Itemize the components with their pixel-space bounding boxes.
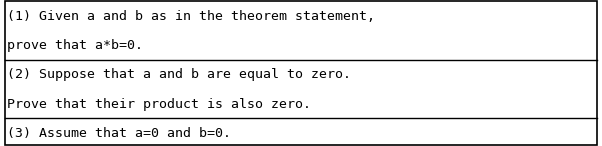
Text: (2) Suppose that a and b are equal to zero.: (2) Suppose that a and b are equal to ze… <box>7 68 351 81</box>
Text: prove that a*b=0.: prove that a*b=0. <box>7 39 143 52</box>
Text: (3) Assume that a=0 and b=0.: (3) Assume that a=0 and b=0. <box>7 127 231 140</box>
Text: (1) Given a and b as in the theorem statement,: (1) Given a and b as in the theorem stat… <box>7 10 375 23</box>
Text: Prove that their product is also zero.: Prove that their product is also zero. <box>7 98 311 111</box>
